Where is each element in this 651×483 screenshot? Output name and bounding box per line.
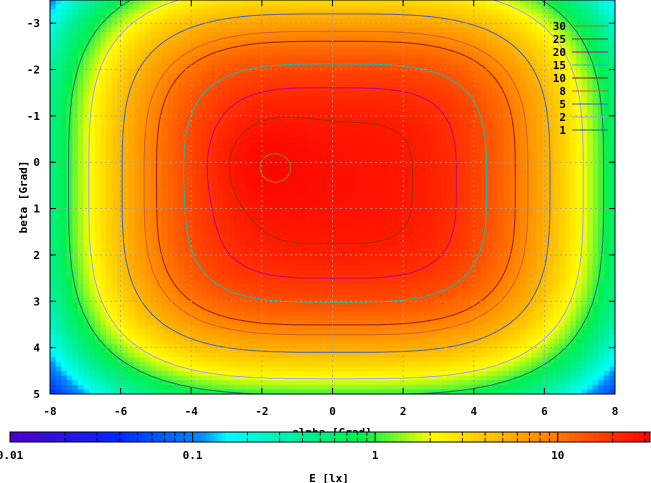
x-tick-label: 6 — [541, 405, 548, 418]
x-tick-label: -2 — [255, 405, 268, 418]
x-tick-label: 0 — [329, 405, 336, 418]
legend-label-25: 25 — [553, 33, 566, 46]
y-tick-label: 1 — [33, 203, 40, 216]
y-axis-title: beta [Grad] — [17, 161, 30, 234]
colorbar-tick-label: 0.01 — [0, 449, 24, 462]
legend-label-20: 20 — [553, 46, 566, 59]
contour-line-5 — [121, 13, 551, 353]
contour-line-1 — [68, 0, 604, 394]
contour-lines — [68, 0, 604, 394]
legend-label-30: 30 — [553, 20, 566, 33]
contour-line-15 — [183, 63, 488, 303]
y-tick-label: 5 — [33, 388, 40, 401]
legend-label-15: 15 — [553, 59, 566, 72]
legend-label-1: 1 — [559, 124, 566, 137]
contour-line-20 — [206, 87, 457, 279]
x-tick-label: 8 — [612, 405, 619, 418]
y-tick-label: 4 — [33, 342, 40, 355]
colorbar-ticks: 0.01 0.1 1 10 — [0, 432, 646, 462]
y-tick-label: -2 — [27, 64, 40, 77]
y-tick-label: 3 — [33, 295, 40, 308]
colorbar-tick-label: 1 — [372, 449, 379, 462]
legend-label-2: 2 — [559, 111, 566, 124]
x-axis-ticks: -8 -6 -4 -2 0 2 4 6 8 — [43, 0, 618, 418]
legend-label-10: 10 — [553, 72, 566, 85]
colorbar-title: E [lx] — [309, 472, 349, 483]
x-tick-label: 4 — [470, 405, 477, 418]
colorbar — [9, 431, 651, 443]
x-tick-label: -6 — [114, 405, 128, 418]
legend-label-8: 8 — [559, 85, 566, 98]
x-tick-label: 2 — [400, 405, 407, 418]
x-tick-label: -4 — [185, 405, 199, 418]
grid-lines — [50, 0, 615, 394]
legend-label-5: 5 — [559, 98, 566, 111]
contour-line-10 — [156, 40, 516, 326]
colorbar-tick-label: 0.1 — [183, 449, 203, 462]
x-tick-label: -8 — [43, 405, 56, 418]
y-tick-label: 0 — [33, 156, 40, 169]
y-tick-label: -3 — [27, 17, 40, 30]
y-tick-label: 2 — [33, 249, 40, 262]
contour-line-8 — [143, 30, 529, 336]
contour-line-25 — [228, 116, 413, 245]
y-tick-label: -1 — [27, 110, 41, 123]
colorbar-tick-label: 10 — [551, 449, 564, 462]
